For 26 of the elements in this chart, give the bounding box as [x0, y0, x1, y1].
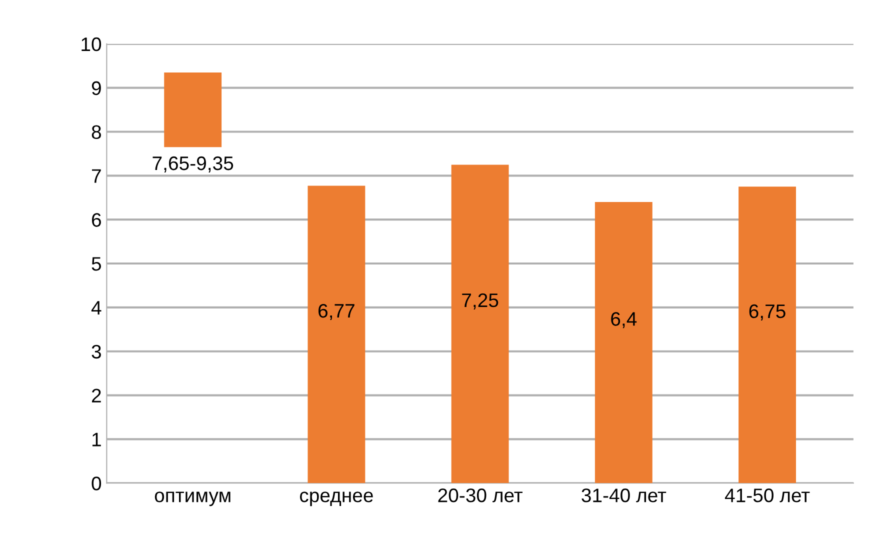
y-tick-label: 2	[92, 388, 101, 402]
data-label: 6,4	[611, 312, 637, 328]
y-tick-label: 10	[82, 37, 102, 52]
y-tick-label: 9	[92, 81, 101, 96]
x-tick-label: 20-30 лет	[438, 488, 523, 502]
y-tick-label: 4	[91, 301, 102, 314]
bar	[451, 164, 509, 484]
y-tick-label: 5	[92, 257, 102, 271]
data-label: 7,25	[462, 293, 498, 310]
y-tick-label: 7	[92, 169, 101, 183]
data-label: 6,77	[318, 304, 354, 320]
y-tick-label: 8	[92, 125, 101, 139]
bar	[308, 186, 366, 484]
y-tick-label: 6	[92, 213, 101, 227]
bar	[738, 186, 796, 484]
y-tick-label: 1	[92, 432, 101, 446]
bar	[164, 72, 222, 148]
x-tick-label: 31-40 лет	[582, 488, 666, 502]
y-tick-label: 0	[92, 476, 102, 490]
x-tick-label: среднее	[300, 492, 373, 506]
x-tick-label: 41-50 лет	[724, 488, 810, 502]
y-tick-label: 3	[92, 344, 101, 359]
data-label: 7,65-9,35	[152, 156, 234, 172]
data-label: 6,75	[749, 304, 786, 320]
bar	[594, 202, 652, 484]
x-tick-label: оптимум	[154, 492, 230, 506]
